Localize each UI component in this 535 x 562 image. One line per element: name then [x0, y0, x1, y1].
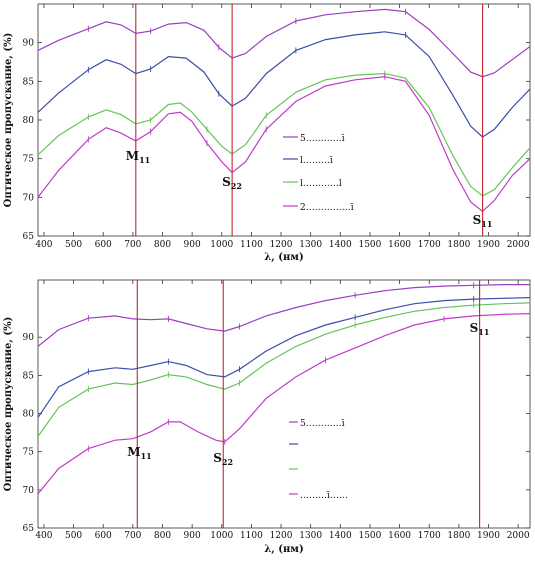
chart2-peak-label-m11: M11 [127, 445, 151, 461]
chart2-x-tick-label: 700 [124, 531, 141, 541]
chart1-legend-entry: l………ī [300, 156, 333, 166]
chart1-y-tick-label: 65 [23, 232, 35, 242]
chart1-legend-entry: l…………l [300, 179, 342, 189]
chart1-x-tick-label: 1900 [477, 240, 500, 250]
chart2-peak-label-main: S [213, 451, 222, 465]
chart2-peak-label-main: M [127, 445, 140, 459]
chart2-peak-label-sub: 11 [478, 327, 489, 337]
chart1-x-tick-label: 700 [124, 240, 141, 250]
chart1-y-tick-label: 80 [23, 116, 35, 126]
chart1-y-tick-label: 70 [23, 193, 35, 203]
chart1-y-tick-label: 75 [23, 155, 35, 165]
chart1-y-tick-label: 85 [23, 77, 35, 87]
chart2-x-tick-label: 600 [95, 531, 112, 541]
chart2-peak-label-sub: 11 [141, 451, 152, 461]
chart1-series-line-magenta [37, 76, 531, 213]
chart2-y-tick-label: 80 [23, 410, 35, 420]
chart2-x-tick-label: 500 [65, 531, 82, 541]
chart2-legend-entry: ………ī…… [300, 491, 348, 501]
chart1-x-tick-label: 1500 [358, 240, 381, 250]
chart2-x-tick-label: 1400 [329, 531, 352, 541]
chart1-x-tick-label: 1800 [447, 240, 470, 250]
chart1-x-tick-label: 1200 [270, 240, 293, 250]
chart2-y-tick-label: 85 [23, 371, 35, 381]
chart1-peak-label-main: M [126, 149, 139, 163]
chart2-x-tick-label: 1800 [447, 531, 470, 541]
chart1-y-axis-label: Оптическое пропускание, (%) [3, 33, 14, 208]
chart2-x-tick-label: 1500 [358, 531, 381, 541]
chart1-peak-label-sub: 11 [139, 155, 150, 165]
chart1-x-tick-label: 800 [154, 240, 171, 250]
chart1-peak-label-s22: S22 [222, 175, 242, 191]
chart1-legend-box [275, 131, 403, 215]
chart1-x-axis-label: λ, (нм) [264, 252, 303, 263]
chart1-legend-entry: 2……………ī [300, 203, 354, 213]
chart1-peak-label-main: S [473, 213, 482, 227]
chart1-x-tick-label: 400 [35, 240, 52, 250]
chart1-peak-label-sub: 11 [481, 219, 492, 229]
chart2-x-tick-label: 1700 [418, 531, 441, 541]
chart2-x-tick-label: 1200 [270, 531, 293, 541]
chart2-x-tick-label: 2000 [507, 531, 530, 541]
chart2-x-tick-label: 400 [35, 531, 52, 541]
chart1-x-tick-label: 1700 [418, 240, 441, 250]
chart1-y-tick-label: 90 [23, 39, 35, 49]
chart2-legend-entry: 5…………ī [300, 419, 345, 429]
chart1-x-tick-label: 500 [65, 240, 82, 250]
chart2-x-tick-label: 1000 [210, 531, 233, 541]
chart2-series-line-purple [37, 284, 530, 347]
chart2-x-tick-label: 1300 [299, 531, 322, 541]
chart2-series-line-magenta [37, 313, 531, 495]
chart2-peak-label-sub: 22 [222, 457, 233, 467]
chart1-peak-label-sub: 22 [231, 181, 242, 191]
chart2-peak-label-s22: S22 [213, 451, 233, 467]
chart2-plot-frame [37, 279, 531, 529]
chart2-x-tick-label: 1600 [388, 531, 411, 541]
chart2-y-axis-label: Оптическое пропускание, (%) [3, 317, 14, 492]
chart2-x-axis-label: λ, (нм) [264, 544, 303, 555]
chart1-peak-label-main: S [222, 175, 231, 189]
chart2-peak-label-main: S [470, 321, 479, 335]
chart2-y-tick-label: 75 [23, 448, 35, 458]
chart1-legend-entry: 5…………ī [300, 134, 345, 144]
chart1-series-line-blue [37, 31, 531, 138]
chart2-x-tick-label: 800 [154, 531, 171, 541]
chart1-peak-label-s11: S11 [473, 213, 493, 229]
chart2-y-tick-label: 70 [23, 486, 35, 496]
chart1-x-tick-label: 1600 [388, 240, 411, 250]
chart1-x-tick-label: 600 [95, 240, 112, 250]
chart2-series-line-blue [37, 297, 531, 418]
chart1-x-tick-label: 1400 [329, 240, 352, 250]
chart2-x-tick-label: 1900 [477, 531, 500, 541]
chart2-peak-label-s11: S11 [470, 321, 490, 337]
chart1-series-line-purple [37, 8, 531, 78]
chart2-legend-box [284, 413, 418, 503]
chart1-x-tick-label: 1300 [299, 240, 322, 250]
chart1-peak-label-m11: M11 [126, 149, 150, 165]
chart1-x-tick-label: 1000 [210, 240, 233, 250]
chart1-x-tick-label: 900 [184, 240, 201, 250]
chart1-x-tick-label: 2000 [507, 240, 530, 250]
chart2-y-tick-label: 65 [23, 524, 35, 534]
chart2-x-tick-label: 1100 [240, 531, 263, 541]
chart2-y-tick-label: 90 [23, 333, 35, 343]
chart2-x-tick-label: 900 [184, 531, 201, 541]
chart1-series-line-green [37, 72, 531, 197]
chart1-x-tick-label: 1100 [240, 240, 263, 250]
